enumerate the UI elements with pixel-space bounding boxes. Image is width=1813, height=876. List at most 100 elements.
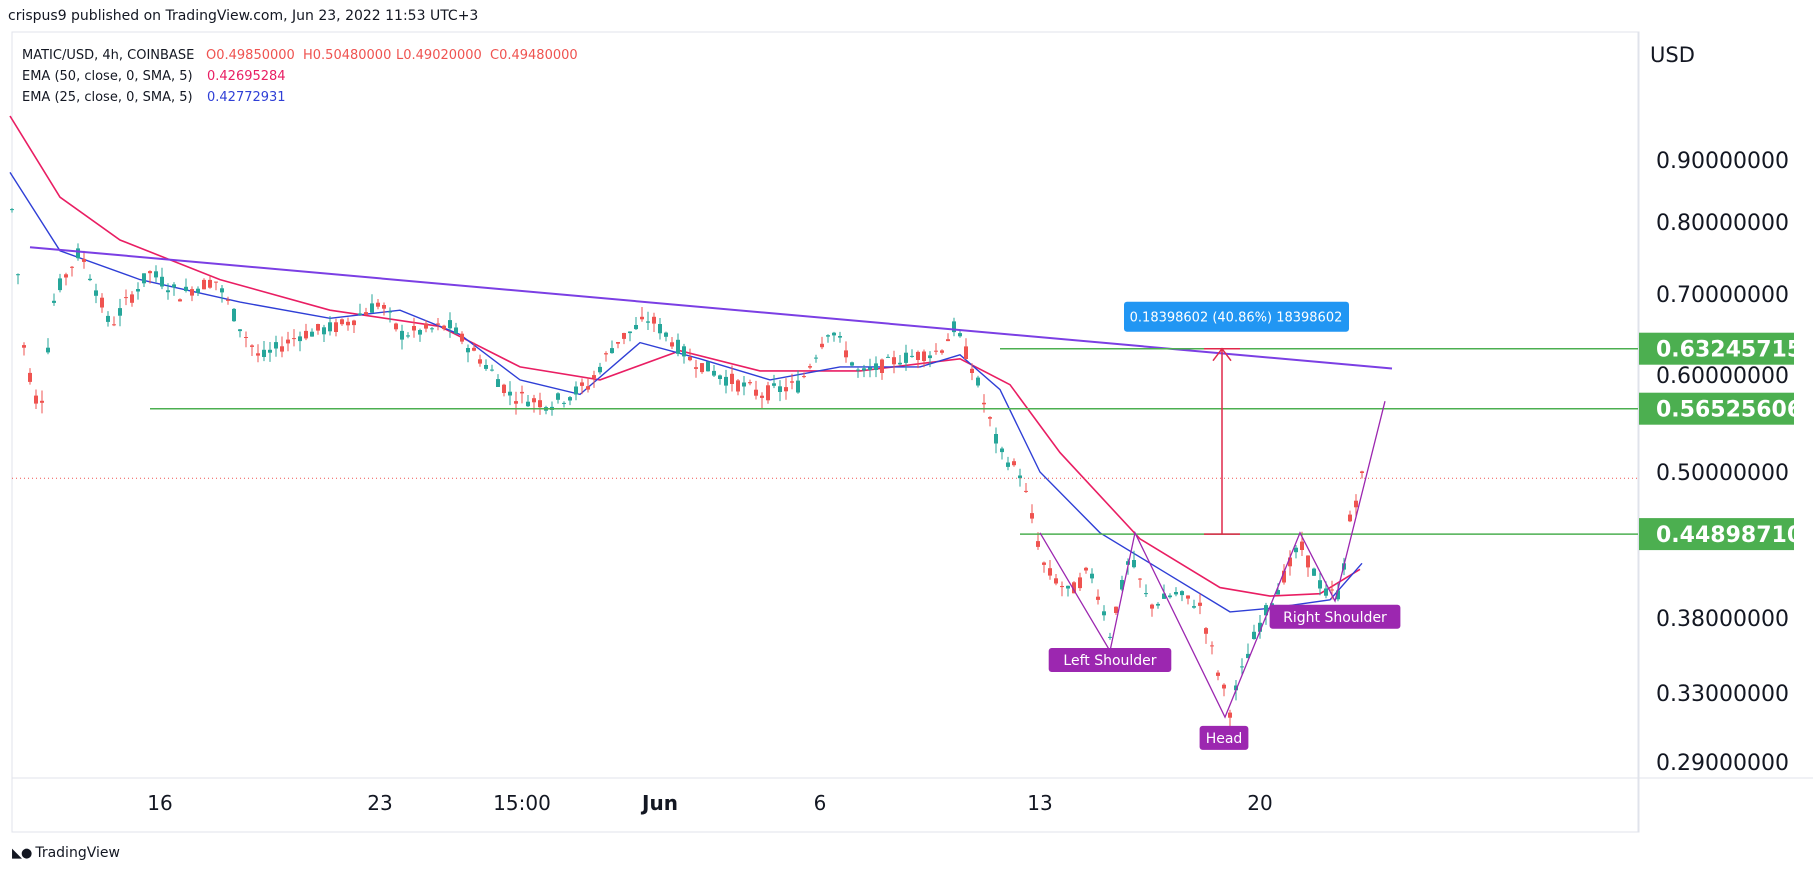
candle-body (1180, 591, 1184, 596)
candle-body (424, 323, 428, 329)
candle-body (1054, 578, 1058, 584)
price-axis-tick: 0.38000000 (1656, 607, 1789, 632)
candle-body (130, 294, 134, 303)
candle-body (568, 397, 572, 401)
candle-body (1090, 573, 1094, 579)
candle-body (1066, 585, 1070, 589)
candle-body (1312, 568, 1316, 576)
candle-body (1144, 593, 1148, 595)
candle-body (394, 323, 398, 330)
publisher-line: crispus9 published on TradingView.com, J… (8, 8, 479, 24)
ema50-label: EMA (50, close, 0, SMA, 5) (22, 69, 193, 84)
candle-body (274, 342, 278, 349)
candle-body (262, 349, 266, 357)
candle-body (916, 351, 920, 360)
candle-body (166, 290, 170, 293)
ohlc-close: C0.49480000 (490, 48, 578, 63)
candle-body (610, 348, 614, 354)
candle-body (802, 376, 806, 378)
candle-body (538, 400, 542, 408)
candle-body (862, 368, 866, 371)
ema50-value: 0.42695284 (207, 69, 286, 84)
price-axis-tick: 0.80000000 (1656, 211, 1789, 236)
candle-body (928, 355, 932, 359)
candle-body (436, 323, 440, 325)
measure-label-text: 0.18398602 (40.86%) 18398602 (1130, 311, 1343, 326)
candle-body (460, 333, 464, 342)
candle-body (1000, 448, 1004, 453)
candle-body (184, 286, 188, 291)
price-level-tag-text: 0.63245715 (1656, 338, 1802, 363)
candle-body (334, 322, 338, 332)
candle-body (562, 402, 566, 404)
candle-body (340, 319, 344, 325)
symbol-line: MATIC/USD, 4h, COINBASE (22, 48, 194, 63)
candle-body (574, 386, 578, 395)
candle-body (1204, 628, 1208, 634)
candle-body (622, 333, 626, 339)
candle-body (226, 299, 230, 301)
candle-body (1216, 672, 1220, 676)
candle-body (754, 389, 758, 396)
price-axis-tick: 0.60000000 (1656, 364, 1789, 389)
candle-body (10, 209, 14, 211)
candle-body (448, 320, 452, 329)
candle-body (1156, 603, 1160, 606)
time-axis-tick: 13 (1027, 791, 1052, 815)
candle-body (580, 382, 584, 386)
price-axis-tick: 0.90000000 (1656, 149, 1789, 174)
candle-body (664, 332, 668, 337)
candle-body (1030, 513, 1034, 519)
candle-body (472, 347, 476, 351)
candle-body (694, 367, 698, 369)
candle-body (844, 350, 848, 358)
candle-body (1330, 589, 1334, 591)
ema25-label: EMA (25, close, 0, SMA, 5) (22, 90, 193, 105)
candle-body (532, 398, 536, 403)
candle-body (964, 346, 968, 359)
candle-body (628, 331, 632, 334)
candle-body (604, 353, 608, 355)
candle-body (1132, 560, 1136, 568)
candle-body (160, 276, 164, 287)
pattern-label-text: Head (1206, 731, 1243, 747)
pattern-label-text: Right Shoulder (1283, 610, 1387, 626)
candle-body (310, 331, 314, 337)
ohlc-open: O0.49850000 (206, 48, 295, 63)
candle-body (202, 279, 206, 290)
candle-body (1024, 490, 1028, 492)
candle-body (922, 351, 926, 361)
candle-body (280, 346, 284, 352)
candle-body (238, 329, 242, 332)
candle-body (64, 274, 68, 278)
candle-body (1048, 568, 1052, 576)
candle-body (598, 366, 602, 373)
candle-body (1282, 570, 1286, 583)
pattern-label-box (1048, 648, 1172, 672)
candle-body (826, 335, 830, 337)
candle-body (1306, 555, 1310, 568)
candle-body (484, 365, 488, 369)
candle-body (196, 288, 200, 293)
candle-body (76, 248, 80, 259)
candle-body (70, 266, 74, 268)
candle-body (718, 375, 722, 379)
price-level-tag (1639, 332, 1794, 365)
candle-body (808, 366, 812, 368)
price-axis-tick: 0.29000000 (1656, 751, 1789, 776)
time-axis-tick: 20 (1247, 791, 1272, 815)
candle-body (1270, 603, 1274, 606)
candle-body (88, 278, 92, 281)
candle-body (1084, 567, 1088, 571)
candle-body (1174, 592, 1178, 595)
candle-body (838, 336, 842, 338)
candle-body (412, 326, 416, 331)
candle-body (286, 339, 290, 344)
candle-body (736, 380, 740, 392)
candle-body (658, 324, 662, 334)
ema25-line (9, 172, 1363, 613)
candle-body (22, 345, 26, 348)
candle-body (850, 362, 854, 366)
candle-body (820, 343, 824, 348)
